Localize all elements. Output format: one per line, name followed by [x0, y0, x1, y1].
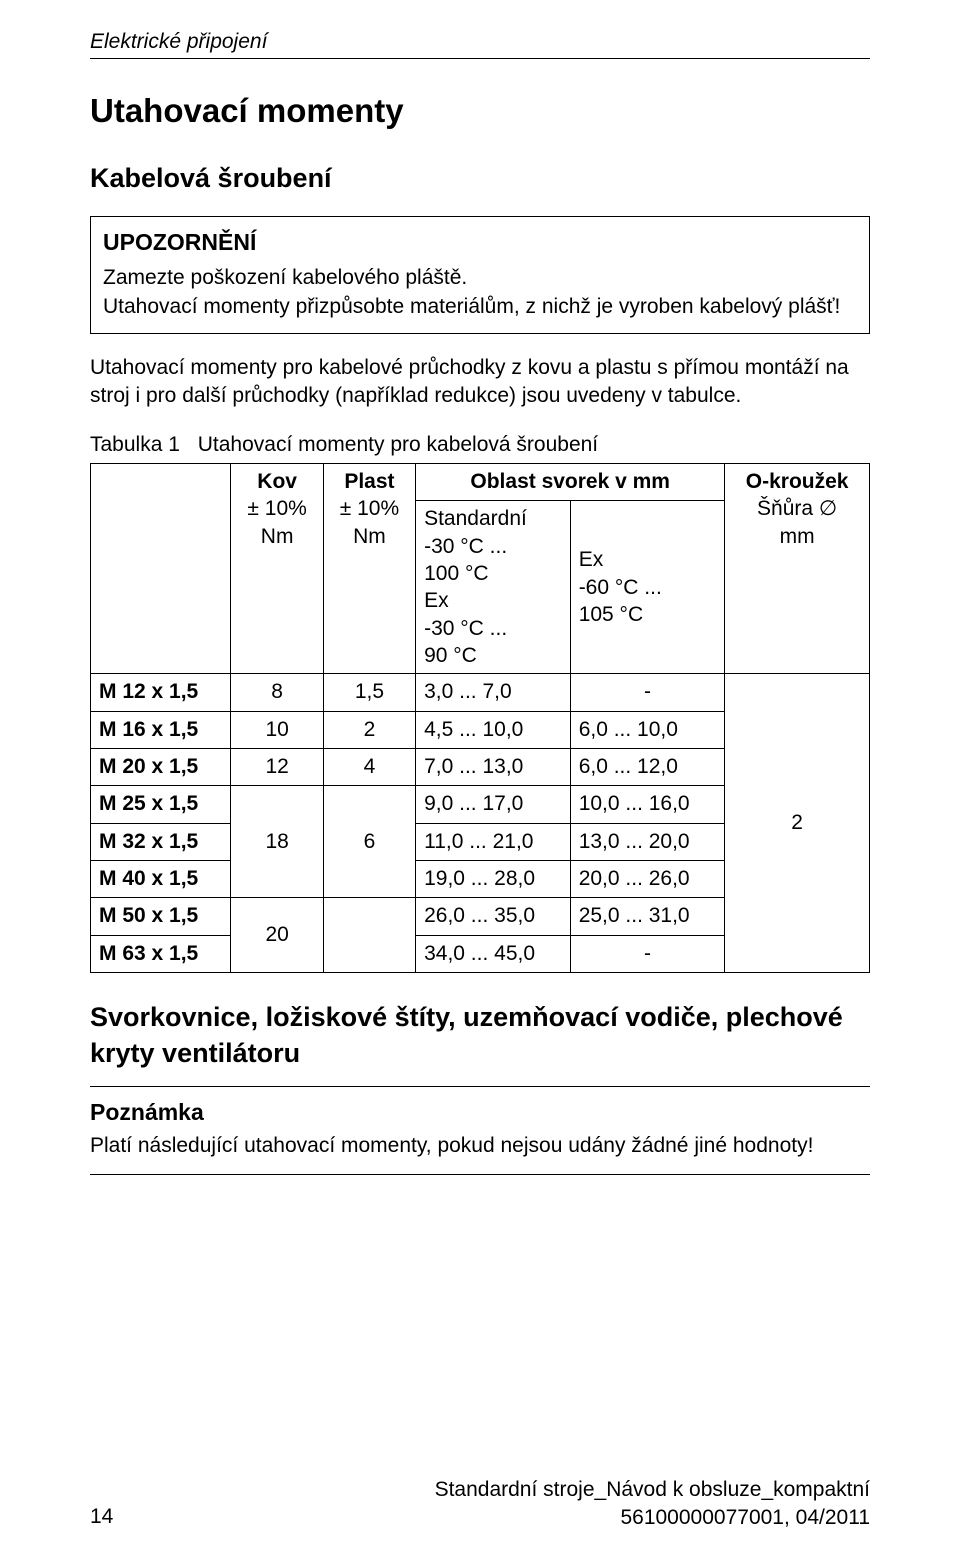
cell-kov: 18: [231, 786, 323, 898]
cell-size: M 16 x 1,5: [91, 711, 231, 748]
cell-std: 26,0 ... 35,0: [416, 898, 571, 935]
cell-std: 9,0 ... 17,0: [416, 786, 571, 823]
cell-ex: 6,0 ... 10,0: [570, 711, 725, 748]
running-header: Elektrické připojení: [90, 28, 870, 56]
notice-line: Zamezte poškození kabelového pláště.: [103, 264, 857, 292]
cell-kov: 12: [231, 748, 323, 785]
cell-kov: 10: [231, 711, 323, 748]
cell-oring: 2: [725, 674, 870, 973]
footer-line: Standardní stroje_Návod k obsluze_kompak…: [435, 1476, 870, 1503]
notice-line: Utahovací momenty přizpůsobte materiálům…: [103, 293, 857, 321]
cell-std: 7,0 ... 13,0: [416, 748, 571, 785]
notice-box: UPOZORNĚNÍ Zamezte poškození kabelového …: [90, 216, 870, 334]
col-ex: Ex -60 °C ... 105 °C: [570, 501, 725, 674]
cell-size: M 12 x 1,5: [91, 674, 231, 711]
footer-line: 56100000077001, 04/2011: [435, 1504, 870, 1531]
cell-plast: [323, 898, 415, 973]
table-caption: Tabulka 1 Utahovací momenty pro kabelová…: [90, 431, 870, 459]
note-title: Poznámka: [90, 1097, 870, 1128]
cell-ex: 13,0 ... 20,0: [570, 823, 725, 860]
cell-ex: -: [570, 935, 725, 972]
col-standard: Standardní -30 °C ... 100 °C Ex -30 °C .…: [416, 501, 571, 674]
cell-ex: 10,0 ... 16,0: [570, 786, 725, 823]
cell-size: M 25 x 1,5: [91, 786, 231, 823]
cell-plast: 1,5: [323, 674, 415, 711]
cell-plast: 6: [323, 786, 415, 898]
page-title: Utahovací momenty: [90, 89, 870, 134]
table-row: M 12 x 1,5 8 1,5 3,0 ... 7,0 - 2: [91, 674, 870, 711]
cell-size: M 50 x 1,5: [91, 898, 231, 935]
cell-size: M 63 x 1,5: [91, 935, 231, 972]
cell-std: 11,0 ... 21,0: [416, 823, 571, 860]
cell-ex: 25,0 ... 31,0: [570, 898, 725, 935]
page-footer: 14 Standardní stroje_Návod k obsluze_kom…: [90, 1476, 870, 1531]
note-rule-bottom: [90, 1174, 870, 1175]
page-number: 14: [90, 1503, 113, 1531]
cell-size: M 20 x 1,5: [91, 748, 231, 785]
col-kov: Kov ± 10% Nm: [231, 464, 323, 674]
cell-ex: 6,0 ... 12,0: [570, 748, 725, 785]
table-caption-text: Utahovací momenty pro kabelová šroubení: [198, 433, 598, 456]
col-okrouzek: O-kroužek Šňůra ∅ mm: [725, 464, 870, 674]
cell-std: 3,0 ... 7,0: [416, 674, 571, 711]
header-rule: [90, 58, 870, 59]
torque-table: Kov ± 10% Nm Plast ± 10% Nm Oblast svore…: [90, 463, 870, 973]
cell-plast: 2: [323, 711, 415, 748]
cell-kov: 20: [231, 898, 323, 973]
cell-size: M 40 x 1,5: [91, 860, 231, 897]
cell-std: 34,0 ... 45,0: [416, 935, 571, 972]
cell-plast: 4: [323, 748, 415, 785]
cell-std: 19,0 ... 28,0: [416, 860, 571, 897]
subsection-title: Kabelová šroubení: [90, 160, 870, 196]
cell-kov: 8: [231, 674, 323, 711]
cell-size: M 32 x 1,5: [91, 823, 231, 860]
table-caption-label: Tabulka 1: [90, 433, 180, 456]
col-empty: [91, 464, 231, 674]
note-rule: [90, 1086, 870, 1087]
page: Elektrické připojení Utahovací momenty K…: [0, 0, 960, 1561]
intro-paragraph: Utahovací momenty pro kabelové průchodky…: [90, 354, 870, 411]
cell-ex: -: [570, 674, 725, 711]
cell-ex: 20,0 ... 26,0: [570, 860, 725, 897]
notice-title: UPOZORNĚNÍ: [103, 227, 857, 258]
section-2-title: Svorkovnice, ložiskové štíty, uzemňovací…: [90, 999, 870, 1072]
col-oblast: Oblast svorek v mm: [416, 464, 725, 501]
cell-std: 4,5 ... 10,0: [416, 711, 571, 748]
note-body: Platí následující utahovací momenty, pok…: [90, 1132, 870, 1160]
col-plast: Plast ± 10% Nm: [323, 464, 415, 674]
